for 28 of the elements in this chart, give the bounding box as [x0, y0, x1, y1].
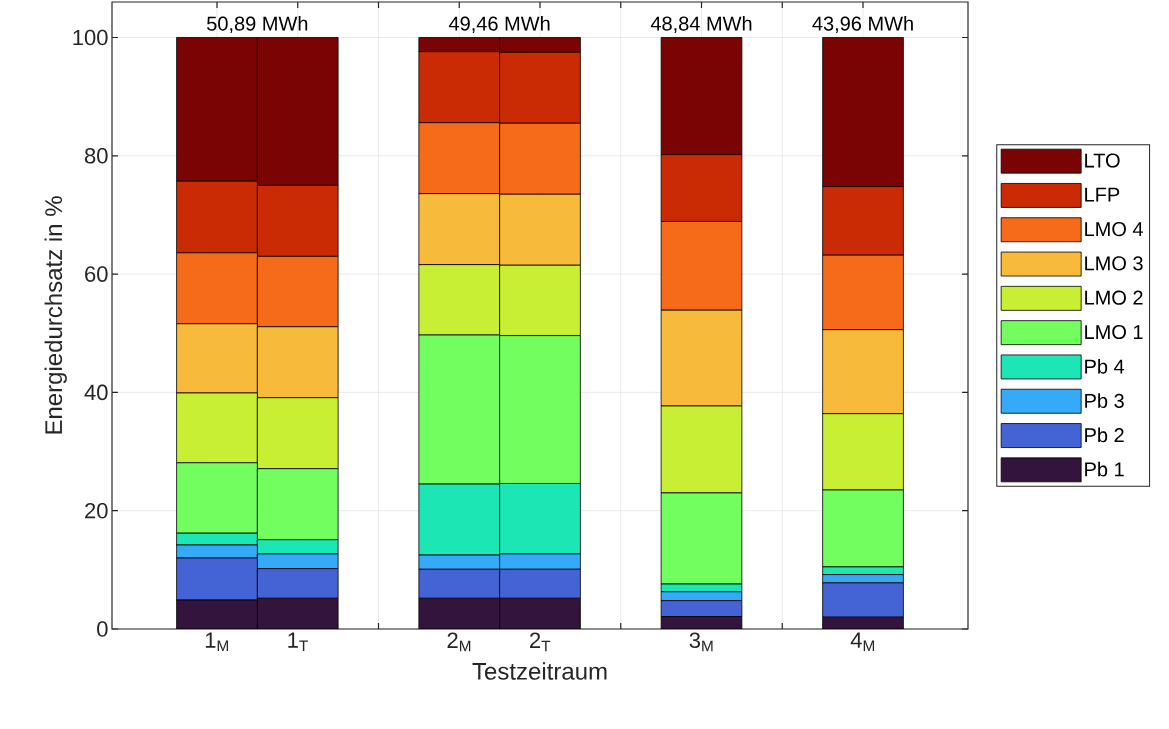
annotation: 49,46 MWh [448, 16, 550, 34]
y-tick-label: 20 [85, 502, 108, 519]
y-tick-label: 60 [85, 266, 108, 282]
legend-label: LMO 4 [1085, 222, 1143, 237]
legend-label: LMO 2 [1085, 290, 1143, 305]
x-tick-label: 3$_{M}$ [689, 632, 713, 652]
y-tick-label: 40 [84, 384, 108, 401]
y-tick-label: 0 [97, 621, 108, 637]
x-axis-title: Testzeitraum [472, 662, 607, 680]
annotation: 50,89 MWh [207, 16, 308, 34]
legend-label: Pb 3 [1085, 393, 1124, 408]
y-tick-label: 100 [73, 29, 108, 46]
annotation: 48,84 MWh [650, 16, 752, 34]
y-axis-title: Energiedurchsatz in % [44, 196, 67, 434]
legend-label: Pb 1 [1085, 461, 1124, 477]
y-tick-label: 80 [84, 147, 108, 164]
legend-label: LTO [1085, 153, 1120, 168]
x-tick-label: 4$_{M}$ [850, 632, 875, 652]
x-tick-label: 2$_{M}$ [447, 632, 471, 652]
legend-label: Pb 4 [1085, 358, 1125, 374]
x-tick-label: 1$_{T}$ [288, 632, 308, 652]
legend-label: LFP [1085, 187, 1120, 202]
legend-label: Pb 2 [1085, 427, 1124, 443]
x-tick-label: 1$_{M}$ [205, 632, 228, 652]
legend-label: LMO 3 [1085, 256, 1143, 271]
legend-label: LMO 1 [1085, 324, 1143, 340]
x-tick-label: 2$_{T}$ [530, 632, 551, 652]
annotation: 43,96 MWh [812, 16, 913, 34]
